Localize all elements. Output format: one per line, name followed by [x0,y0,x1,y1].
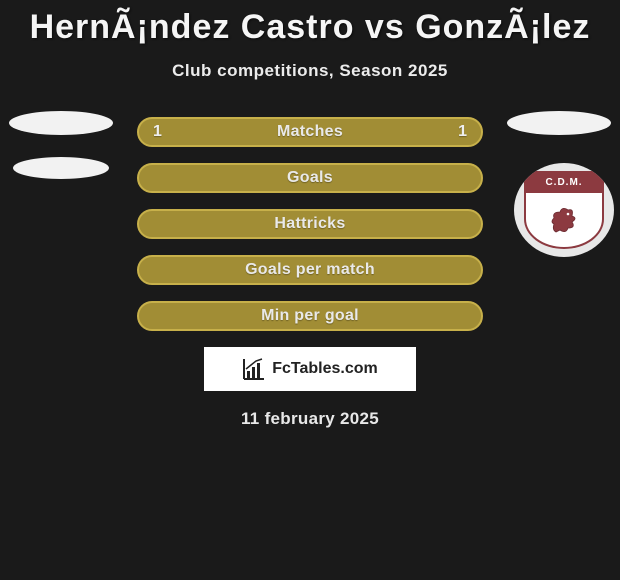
subtitle: Club competitions, Season 2025 [0,61,620,81]
stat-label: Min per goal [261,307,359,325]
left-player-column [6,111,116,187]
stat-row-mpg: Min per goal [137,301,483,331]
stat-row-matches: 1 Matches 1 [137,117,483,147]
fctables-logo: FcTables.com [204,347,416,391]
badge-text: C.D.M. [524,171,604,193]
stat-label: Goals per match [245,261,375,279]
stat-label: Matches [277,123,343,141]
logo-text: FcTables.com [272,360,378,378]
stat-row-gpm: Goals per match [137,255,483,285]
right-player-column: C.D.M. [504,111,614,143]
stat-row-goals: Goals [137,163,483,193]
stat-row-hattricks: Hattricks [137,209,483,239]
comparison-chart: C.D.M. 1 Matches 1 Goals Hattricks Goals… [0,117,620,429]
stat-right-value: 1 [458,123,467,141]
rooster-icon [546,202,582,238]
page-title: HernÃ¡ndez Castro vs GonzÃ¡lez [0,0,620,47]
stat-rows: 1 Matches 1 Goals Hattricks Goals per ma… [137,117,483,331]
stat-left-value: 1 [153,123,162,141]
team-badge: C.D.M. [514,163,614,257]
stat-label: Hattricks [274,215,345,233]
player-ellipse-icon [507,111,611,135]
stat-label: Goals [287,169,333,187]
player-ellipse-icon [9,111,113,135]
player-ellipse-icon [13,157,109,179]
date-text: 11 february 2025 [0,409,620,429]
bar-chart-icon [242,357,266,381]
